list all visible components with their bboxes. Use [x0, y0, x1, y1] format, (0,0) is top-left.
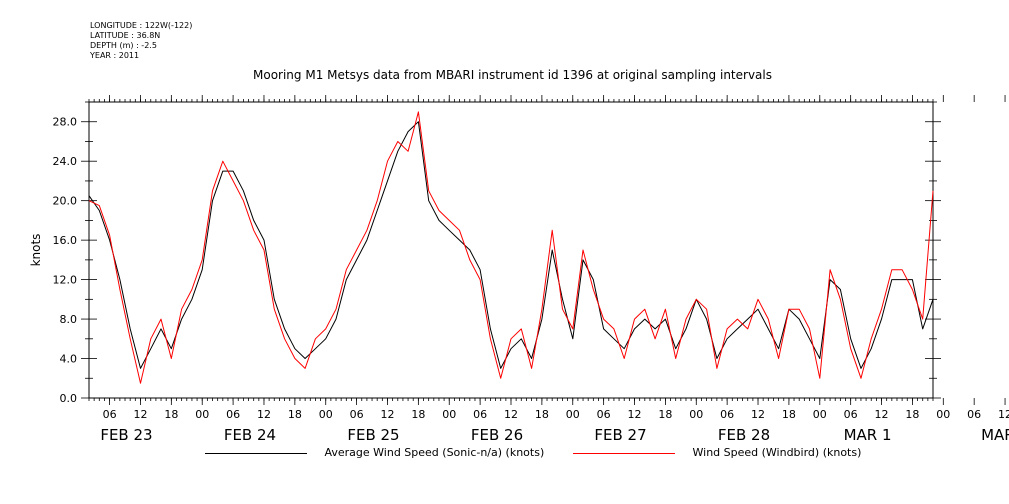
x-tick-label: 18	[411, 408, 425, 421]
chart-title: Mooring M1 Metsys data from MBARI instru…	[253, 68, 772, 82]
x-tick-label: 06	[473, 408, 487, 421]
longitude-text: LONGITUDE : 122W(-122)	[90, 21, 193, 30]
metadata-block: LONGITUDE : 122W(-122) LATITUDE : 36.8N …	[90, 21, 192, 61]
x-tick-label: 12	[875, 408, 889, 421]
y-tick-label: 28.0	[53, 116, 78, 129]
series-line-avg	[88, 121, 934, 369]
x-tick-label: 12	[998, 408, 1009, 421]
plot-frame	[88, 101, 934, 399]
y-tick-label: 20.0	[53, 195, 78, 208]
x-tick-label: 18	[288, 408, 302, 421]
x-tick-label: 12	[504, 408, 518, 421]
day-label: FEB 24	[224, 426, 276, 444]
x-tick-label: 00	[689, 408, 703, 421]
x-tick-label: 12	[133, 408, 147, 421]
day-label: FEB 26	[471, 426, 523, 444]
legend-windbird-label: Wind Speed (Windbird) (knots)	[692, 446, 862, 459]
day-label: MAR 1	[844, 426, 892, 444]
series-line-windbird	[88, 111, 934, 384]
x-tick-label: 18	[905, 408, 919, 421]
day-label: FEB 23	[100, 426, 152, 444]
y-tick-label: 12.0	[53, 274, 78, 287]
x-tick-label: 12	[257, 408, 271, 421]
legend-avg-swatch	[205, 452, 307, 454]
x-tick-label: 18	[535, 408, 549, 421]
y-tick-label: 24.0	[53, 155, 78, 168]
legend-avg: Average Wind Speed (Sonic-n/a) (knots)	[205, 446, 544, 459]
x-tick-label: 06	[226, 408, 240, 421]
x-tick-label: 06	[350, 408, 364, 421]
legend-windbird: Wind Speed (Windbird) (knots)	[573, 446, 861, 459]
x-tick-label: 12	[751, 408, 765, 421]
day-label: MAR 2	[981, 426, 1009, 444]
day-label: FEB 25	[347, 426, 399, 444]
x-tick-label: 00	[319, 408, 333, 421]
year-text: YEAR : 2011	[90, 51, 140, 60]
x-tick-label: 06	[844, 408, 858, 421]
x-tick-label: 00	[566, 408, 580, 421]
x-tick-label: 00	[195, 408, 209, 421]
x-tick-label: 06	[597, 408, 611, 421]
x-tick-label: 12	[628, 408, 642, 421]
depth-text: DEPTH (m) : -2.5	[90, 41, 157, 50]
x-tick-label: 18	[782, 408, 796, 421]
x-tick-label: 06	[103, 408, 117, 421]
x-tick-label: 18	[658, 408, 672, 421]
x-tick-label: 18	[164, 408, 178, 421]
x-tick-label: 06	[720, 408, 734, 421]
legend-windbird-swatch	[573, 452, 675, 454]
x-tick-label: 00	[936, 408, 950, 421]
day-label: FEB 27	[594, 426, 646, 444]
x-tick-label: 12	[380, 408, 394, 421]
latitude-text: LATITUDE : 36.8N	[90, 31, 161, 40]
y-tick-label: 8.0	[60, 313, 78, 326]
x-tick-label: 00	[813, 408, 827, 421]
x-tick-label: 06	[967, 408, 981, 421]
y-tick-label: 4.0	[60, 353, 78, 366]
legend-avg-label: Average Wind Speed (Sonic-n/a) (knots)	[324, 446, 545, 459]
y-axis-label: knots	[29, 234, 43, 267]
y-tick-label: 0.0	[60, 392, 78, 405]
day-label: FEB 28	[718, 426, 770, 444]
y-tick-label: 16.0	[53, 234, 78, 247]
x-tick-label: 00	[442, 408, 456, 421]
